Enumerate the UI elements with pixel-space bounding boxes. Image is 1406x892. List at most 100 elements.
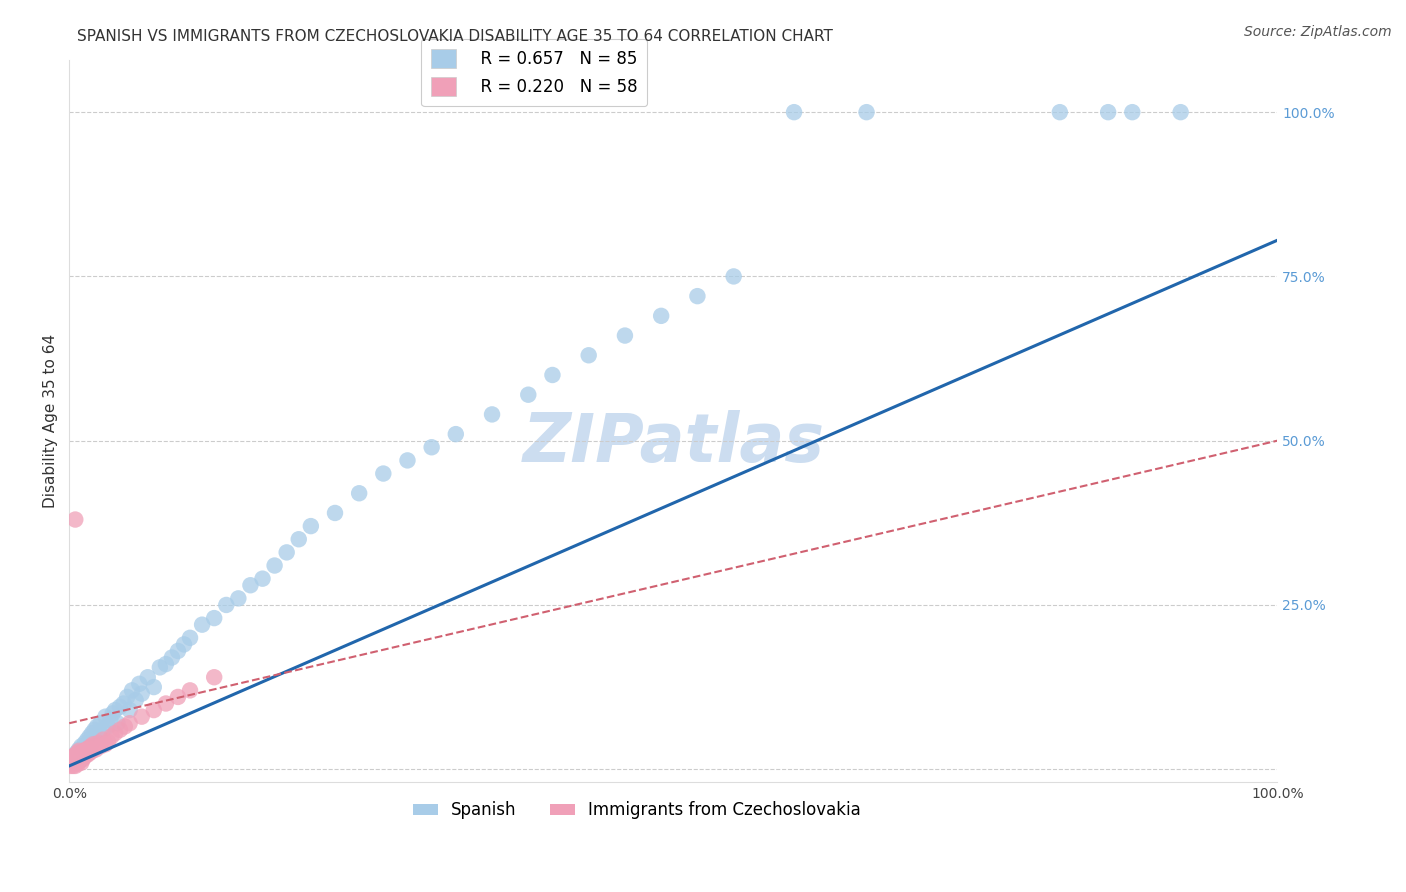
Point [65,747,87,762]
Point [60,756,83,771]
Point [83,723,105,737]
Point [228,591,250,606]
Point [1121,105,1143,120]
Point [101,706,124,721]
Point [59,756,82,770]
Point [104,703,127,717]
Point [67,749,90,764]
Point [72,746,94,760]
Point [65,750,87,764]
Point [98,713,121,727]
Point [89,726,111,740]
Point [114,719,136,733]
Point [72,752,94,766]
Point [82,744,104,758]
Point [75,742,97,756]
Point [149,660,172,674]
Point [87,736,110,750]
Point [70,739,93,754]
Point [97,719,120,733]
Point [108,699,131,714]
Point [62,752,84,766]
Point [69,750,91,764]
Point [94,709,117,723]
Point [108,723,131,737]
Point [179,631,201,645]
Point [75,741,97,756]
Point [1097,105,1119,120]
Point [63,756,86,771]
Point [155,657,177,671]
Point [63,755,86,769]
Point [73,736,96,750]
Point [104,726,127,740]
Point [66,747,89,762]
Point [90,739,112,754]
Point [73,746,96,760]
Point [79,746,101,760]
Point [62,752,84,766]
Point [82,726,104,740]
Point [252,572,274,586]
Point [179,683,201,698]
Point [91,723,114,737]
Point [215,598,238,612]
Point [67,742,90,756]
Point [67,744,90,758]
Point [60,755,83,769]
Point [124,693,146,707]
Point [65,750,87,764]
Point [517,387,540,401]
Point [84,730,107,744]
Point [783,105,806,120]
Point [287,533,309,547]
Point [76,732,98,747]
Point [65,746,87,760]
Point [323,506,346,520]
Point [136,670,159,684]
Point [97,734,120,748]
Point [70,749,93,764]
Point [481,408,503,422]
Point [1170,105,1192,120]
Point [131,687,153,701]
Point [84,742,107,756]
Point [541,368,564,382]
Point [70,747,93,762]
Point [73,742,96,756]
Point [173,637,195,651]
Point [723,269,745,284]
Point [65,759,87,773]
Point [69,747,91,762]
Y-axis label: Disability Age 35 to 64: Disability Age 35 to 64 [44,334,58,508]
Point [67,755,90,769]
Point [73,750,96,764]
Point [855,105,877,120]
Point [613,328,636,343]
Point [121,683,143,698]
Point [202,611,225,625]
Point [118,703,141,717]
Point [128,677,150,691]
Point [155,697,177,711]
Point [578,348,600,362]
Text: ZIPatlas: ZIPatlas [522,409,824,475]
Point [59,759,82,773]
Point [142,703,165,717]
Point [66,756,89,771]
Point [686,289,709,303]
Point [142,680,165,694]
Point [131,709,153,723]
Point [65,755,87,769]
Point [76,747,98,762]
Point [107,716,129,731]
Point [115,690,138,704]
Point [160,650,183,665]
Point [66,746,89,760]
Text: Source: ZipAtlas.com: Source: ZipAtlas.com [1244,25,1392,39]
Point [67,749,90,764]
Point [650,309,672,323]
Point [66,750,89,764]
Point [72,744,94,758]
Point [73,744,96,758]
